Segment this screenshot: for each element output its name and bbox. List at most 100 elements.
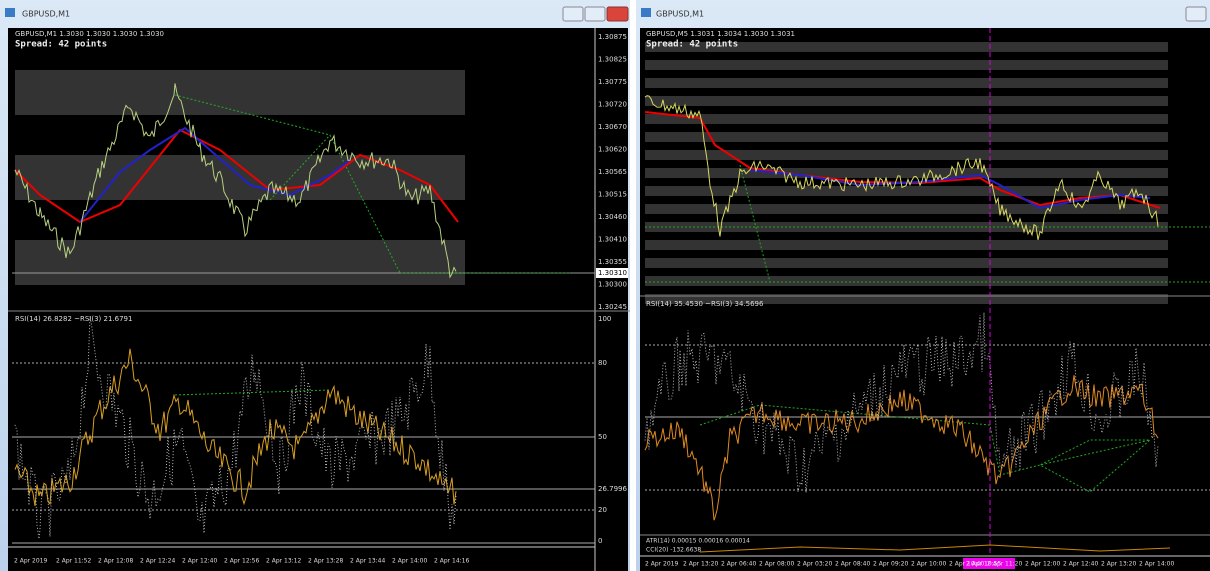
band <box>645 240 1168 250</box>
time-label: 2 Apr 12:00 <box>1025 561 1060 568</box>
time-label: 2 Apr 10:00 <box>911 561 946 568</box>
time-label: 2 Apr 08:00 <box>759 561 794 568</box>
window-icon <box>641 8 651 17</box>
indicator-header: ATR(14) 0.00015 0.00016 0.00014 <box>646 538 750 545</box>
time-label: 2 Apr 12:24 <box>140 558 175 565</box>
rsi-levels <box>12 362 595 544</box>
rsi-levels <box>645 344 1210 491</box>
moving-average <box>14 128 459 224</box>
rsi-label: 100 <box>598 315 611 323</box>
rsi-label: 50 <box>598 433 607 441</box>
rsi-lines <box>644 312 1159 521</box>
price-label: 1.30300 <box>598 281 627 289</box>
time-label: 2 Apr 12:08 <box>98 558 133 565</box>
price-label: 1.30460 <box>598 213 627 221</box>
time-label: 2 Apr 14:00 <box>1139 561 1174 568</box>
time-label: 2 Apr 11:52 <box>56 558 91 565</box>
time-label: 2 Apr 2019 <box>14 558 47 565</box>
band <box>645 186 1168 196</box>
price-label: 1.30775 <box>598 78 627 86</box>
line <box>644 375 1159 521</box>
price-label: 1.30410 <box>598 236 627 244</box>
price-tag <box>596 268 628 278</box>
time-label: 2 Apr 14:00 <box>392 558 427 565</box>
current-price: 1.30310 <box>598 269 627 277</box>
close-button[interactable] <box>606 6 629 22</box>
band <box>645 294 1168 304</box>
band <box>645 42 1168 52</box>
time-label: 2 Apr 11:20 <box>987 561 1022 568</box>
band <box>645 78 1168 88</box>
line <box>644 312 1159 493</box>
window-title: GBPUSD,M1 <box>656 10 704 19</box>
moving-average <box>79 126 351 223</box>
minimize-button[interactable] <box>562 6 584 22</box>
time-label: 2 Apr 13:44 <box>350 558 385 565</box>
window-icon <box>5 8 15 17</box>
time-label: 2 Apr 12:56 <box>224 558 259 565</box>
band <box>645 258 1168 268</box>
line <box>14 83 457 279</box>
band <box>645 276 1168 286</box>
minimize-button[interactable] <box>1185 6 1207 22</box>
rsi-label: 0 <box>598 537 602 545</box>
line <box>14 348 457 507</box>
price-label: 1.30670 <box>598 123 627 131</box>
price-label: 1.30515 <box>598 191 627 199</box>
price-label: 1.30875 <box>598 33 627 41</box>
time-label: 2 Apr 12:40 <box>1063 561 1098 568</box>
time-label: 2 Apr 10:40 <box>949 561 984 568</box>
rsi-label: 26.7996 <box>598 485 627 493</box>
time-label: 2 Apr 2019 <box>645 561 678 568</box>
symbol-info: GBPUSD,M1 1.3030 1.3030 1.3030 1.3030 <box>15 30 164 38</box>
window-title: GBPUSD,M1 <box>22 10 70 19</box>
price-label: 1.30620 <box>598 146 627 154</box>
indicator-header: CCI(20) -132.6638 <box>646 547 701 554</box>
trend-line <box>269 134 331 201</box>
time-label: 2 Apr 13:20 <box>1101 561 1136 568</box>
cursor-time-tag <box>963 558 1015 569</box>
time-label: 2 Apr 13:28 <box>308 558 343 565</box>
band <box>645 114 1168 124</box>
price-line <box>14 83 457 279</box>
spread: Spread: 42 points <box>15 39 107 50</box>
line <box>14 315 457 539</box>
maximize-button[interactable] <box>584 6 606 22</box>
time-label: 2 Apr 08:40 <box>835 561 870 568</box>
trend-line <box>174 389 331 396</box>
price-line <box>644 95 1159 241</box>
band <box>645 204 1168 214</box>
time-label: 2 Apr 12:40 <box>182 558 217 565</box>
trend-line <box>174 94 570 274</box>
band <box>645 132 1168 142</box>
spread: Spread: 42 points <box>646 39 738 50</box>
price-label: 1.30565 <box>598 168 627 176</box>
trend-line <box>739 164 771 283</box>
band <box>645 150 1168 160</box>
time-label: 2 Apr 06:40 <box>721 561 756 568</box>
rsi-label: 80 <box>598 359 607 367</box>
band <box>645 96 1168 106</box>
price-label: 1.30720 <box>598 101 627 109</box>
band <box>645 60 1168 70</box>
cursor-time: 2 Apr 10:55 <box>966 561 1001 568</box>
line <box>644 95 1159 241</box>
time-label: 2 Apr 13:20 <box>683 561 718 568</box>
time-label: 2 Apr 14:16 <box>434 558 469 565</box>
chart-area <box>8 28 628 571</box>
price-label: 1.30245 <box>598 303 627 311</box>
rsi-header: RSI(14) 35.4530 ~RSI(3) 34.5696 <box>646 300 764 308</box>
rsi-lines <box>14 315 457 539</box>
time-label: 2 Apr 03:20 <box>797 561 832 568</box>
price-label: 1.30355 <box>598 258 627 266</box>
time-label: 2 Apr 13:12 <box>266 558 301 565</box>
bands <box>645 42 1168 304</box>
time-label: 2 Apr 09:20 <box>873 561 908 568</box>
symbol-info: GBPUSD,M5 1.3031 1.3034 1.3030 1.3031 <box>646 30 795 38</box>
rsi-header: RSI(14) 26.8282 ~RSI(3) 21.6791 <box>15 315 132 323</box>
price-label: 1.30825 <box>598 56 627 64</box>
rsi-label: 20 <box>598 506 607 514</box>
indicator-line <box>699 544 1171 553</box>
band <box>645 168 1168 178</box>
